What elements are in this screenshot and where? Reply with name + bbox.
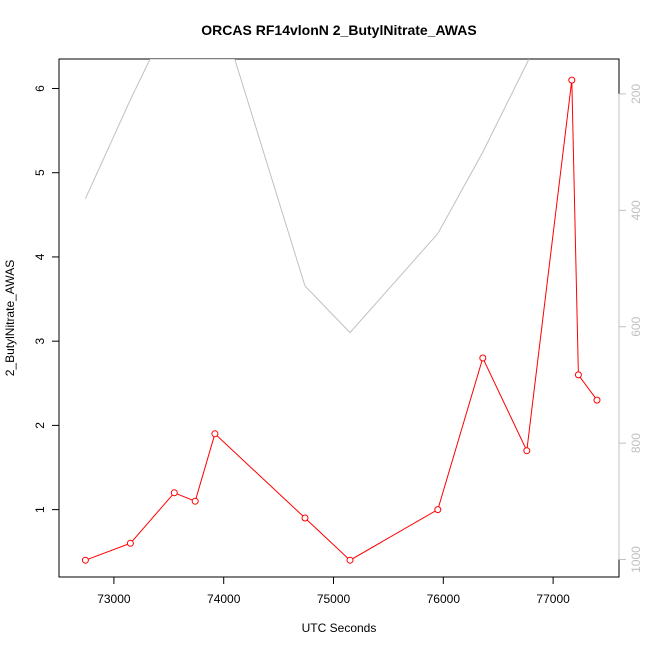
x-axis: 73000 74000 75000 76000 77000: [97, 576, 570, 606]
secondary-y-tick-label: 800: [629, 433, 643, 453]
y-axis-label: 2_ButylNitrate_AWAS: [3, 260, 17, 377]
x-tick-label: 76000: [427, 592, 461, 606]
y-tick-label: 6: [33, 85, 47, 92]
data-point: [346, 556, 354, 564]
data-point: [81, 556, 89, 564]
primary-series-layer: [81, 76, 601, 564]
secondary-series-line: [84, 59, 530, 334]
secondary-y-tick-label: 600: [629, 316, 643, 336]
y-axis: 1 2 3 4 5 6: [33, 85, 60, 513]
y-tick-label: 1: [33, 506, 47, 513]
data-point: [434, 506, 442, 514]
data-point: [593, 396, 601, 404]
secondary-series-layer: [84, 59, 530, 334]
data-point: [191, 497, 199, 505]
x-tick-label: 73000: [97, 592, 131, 606]
y-tick-label: 4: [33, 253, 47, 260]
secondary-y-tick-label: 1000: [629, 546, 643, 573]
data-point: [211, 430, 219, 438]
x-tick-label: 77000: [536, 592, 570, 606]
y-tick-label: 2: [33, 422, 47, 429]
x-axis-label: UTC Seconds: [302, 621, 377, 635]
secondary-y-tick-label: 400: [629, 200, 643, 220]
data-point: [523, 447, 531, 455]
data-point: [574, 371, 582, 379]
data-point: [301, 514, 309, 522]
data-point: [568, 76, 576, 84]
y-tick-label: 5: [33, 169, 47, 176]
chart-title: ORCAS RF14vlonN 2_ButylNitrate_AWAS: [201, 22, 476, 38]
x-tick-label: 74000: [207, 592, 241, 606]
secondary-y-axis: 200 400 600 800 1000: [618, 84, 643, 573]
data-point: [170, 489, 178, 497]
y-tick-label: 3: [33, 338, 47, 345]
data-point: [479, 354, 487, 362]
secondary-y-tick-label: 200: [629, 84, 643, 104]
x-tick-label: 75000: [317, 592, 351, 606]
data-point: [126, 539, 134, 547]
